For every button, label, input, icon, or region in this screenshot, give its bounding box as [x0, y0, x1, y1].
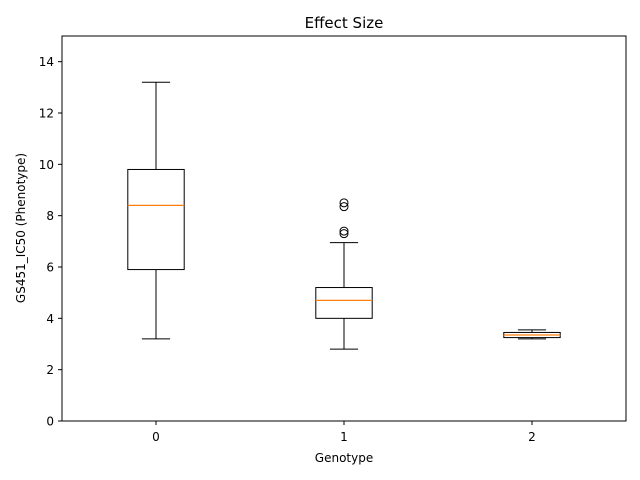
- y-tick-label: 14: [39, 55, 54, 69]
- y-axis-label: GS451_IC50 (Phenotype): [14, 153, 28, 303]
- outlier-point: [339, 202, 349, 212]
- y-tick-label: 10: [39, 158, 54, 172]
- box-group-2: [503, 329, 561, 340]
- y-tick-label: 4: [46, 312, 54, 326]
- y-tick-label: 2: [46, 363, 54, 377]
- box-iqr: [127, 168, 185, 271]
- y-tick-label: 12: [39, 107, 54, 121]
- y-tick-label: 8: [46, 209, 54, 223]
- box-series: [127, 81, 561, 350]
- plot-area-frame: [61, 35, 627, 422]
- outlier-point: [339, 229, 349, 239]
- x-axis-ticks: 0 1 2: [152, 421, 536, 444]
- y-tick-label: 6: [46, 261, 54, 275]
- x-tick-label: 2: [528, 430, 536, 444]
- box-iqr: [315, 287, 373, 319]
- chart-title: Effect Size: [305, 14, 384, 32]
- box-group-1: [315, 198, 373, 350]
- y-axis-ticks: 0 2 4 6 8 10 12 14: [39, 55, 62, 429]
- x-axis-label: Genotype: [315, 451, 373, 465]
- box-group-0: [127, 81, 185, 340]
- x-tick-label: 1: [340, 430, 348, 444]
- outlier-point: [339, 226, 349, 236]
- x-tick-label: 0: [152, 430, 160, 444]
- outlier-point: [339, 198, 349, 208]
- y-tick-label: 0: [46, 415, 54, 429]
